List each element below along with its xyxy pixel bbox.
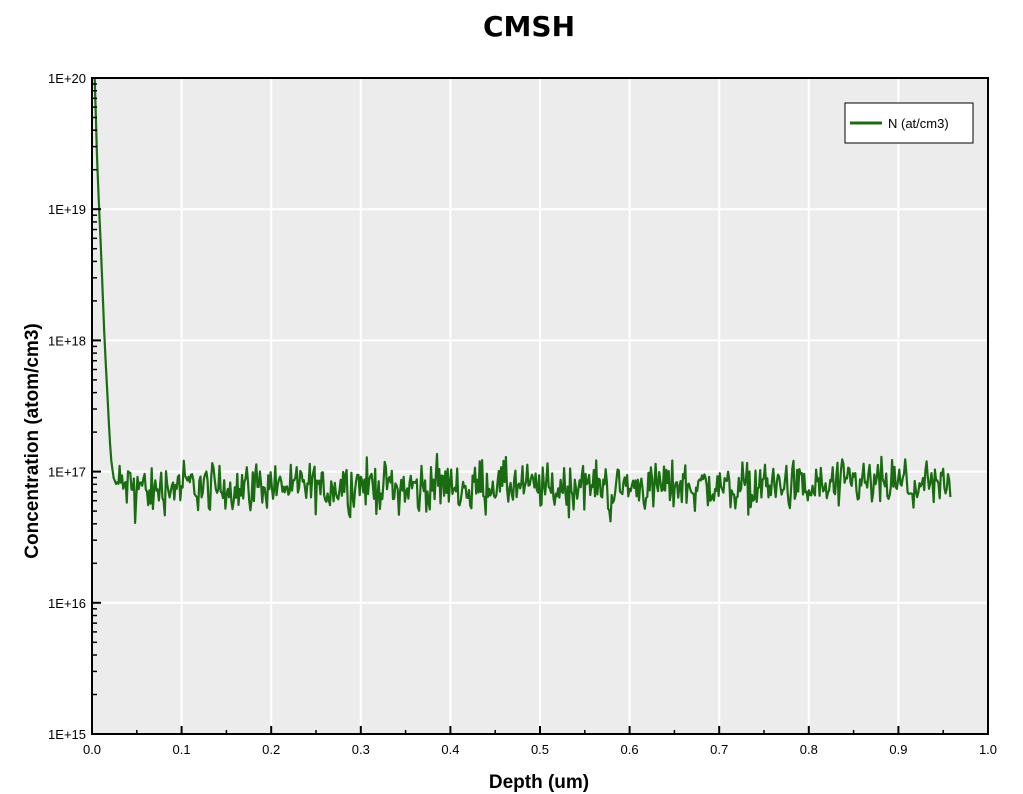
x-axis-title: Depth (um) <box>489 772 589 793</box>
series-layer <box>93 77 952 525</box>
y-tick-label-1: 1E+16 <box>48 596 86 611</box>
x-tick-label-9: 0.9 <box>889 742 907 757</box>
x-tick-label-2: 0.2 <box>262 742 280 757</box>
grid-layer <box>92 78 988 734</box>
y-tick-label-4: 1E+19 <box>48 202 86 217</box>
series-line-n <box>93 77 952 525</box>
y-axis-title: Concentration (atom/cm3) <box>22 323 43 558</box>
x-tick-label-10: 1.0 <box>979 742 997 757</box>
y-tick-label-0: 1E+15 <box>48 727 86 742</box>
x-tick-label-1: 0.1 <box>173 742 191 757</box>
y-tick-label-5: 1E+20 <box>48 71 86 86</box>
y-tick-label-3: 1E+18 <box>48 333 86 348</box>
x-tick-label-4: 0.4 <box>441 742 459 757</box>
ticks-layer: 0.0 0.1 0.2 0.3 0.4 0.5 0.6 0.7 0.8 0.9 1.0 1E+15 1E… <box>48 71 997 757</box>
legend: N (at/cm3) <box>844 102 974 144</box>
x-tick-label-7: 0.7 <box>710 742 728 757</box>
legend-label: N (at/cm3) <box>888 116 949 131</box>
x-tick-label-5: 0.5 <box>531 742 549 757</box>
y-tick-label-2: 1E+17 <box>48 465 86 480</box>
chart-title: CMSH <box>483 10 575 43</box>
x-tick-label-3: 0.3 <box>352 742 370 757</box>
x-tick-label-8: 0.8 <box>800 742 818 757</box>
x-tick-label-6: 0.6 <box>621 742 639 757</box>
x-tick-label-0: 0.0 <box>83 742 101 757</box>
